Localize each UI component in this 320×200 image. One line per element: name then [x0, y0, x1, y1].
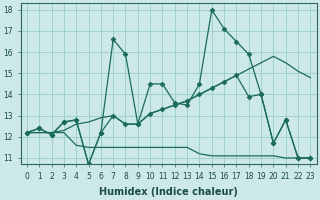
X-axis label: Humidex (Indice chaleur): Humidex (Indice chaleur): [99, 187, 238, 197]
